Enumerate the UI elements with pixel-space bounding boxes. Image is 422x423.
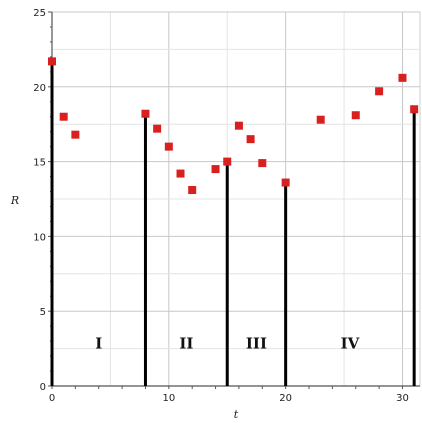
x-tick-label: 30	[396, 393, 409, 404]
data-point	[176, 169, 185, 178]
y-axis-label: R	[10, 194, 19, 207]
data-point	[71, 130, 80, 139]
y-tick-label: 0	[40, 382, 46, 393]
x-axis-label: t	[234, 408, 239, 421]
data-point	[410, 105, 419, 114]
data-point	[246, 135, 255, 144]
region-label: I	[95, 335, 102, 353]
data-point	[164, 142, 173, 151]
y-tick-label: 5	[40, 307, 46, 318]
region-labels: I II III IV	[95, 335, 359, 353]
data-point	[188, 186, 197, 195]
data-points	[48, 57, 419, 195]
region-label: IV	[341, 335, 360, 353]
y-tick-label: 20	[33, 83, 46, 94]
data-point	[59, 112, 68, 121]
grid	[51, 11, 421, 387]
data-point	[211, 165, 220, 174]
data-point	[316, 115, 325, 124]
x-tick-label: 20	[279, 393, 292, 404]
data-point	[48, 57, 56, 66]
y-tick-label: 10	[33, 232, 46, 243]
data-point	[398, 73, 407, 82]
y-tick-label: 25	[33, 8, 46, 19]
region-label: III	[246, 335, 267, 353]
data-point	[223, 157, 232, 166]
x-tick-label: 0	[49, 393, 55, 404]
x-tick-label: 10	[162, 393, 175, 404]
data-point	[351, 111, 360, 120]
data-point	[258, 159, 267, 168]
data-point	[141, 109, 150, 118]
region-label: II	[179, 335, 193, 353]
vertical-lines	[50, 61, 416, 386]
data-point	[375, 87, 384, 96]
data-point	[153, 124, 162, 133]
data-point	[234, 121, 243, 130]
data-point	[281, 178, 290, 187]
tick-labels: 0 10 20 30 0 5 10 15 20 25	[33, 8, 409, 404]
y-tick-label: 15	[33, 158, 46, 169]
